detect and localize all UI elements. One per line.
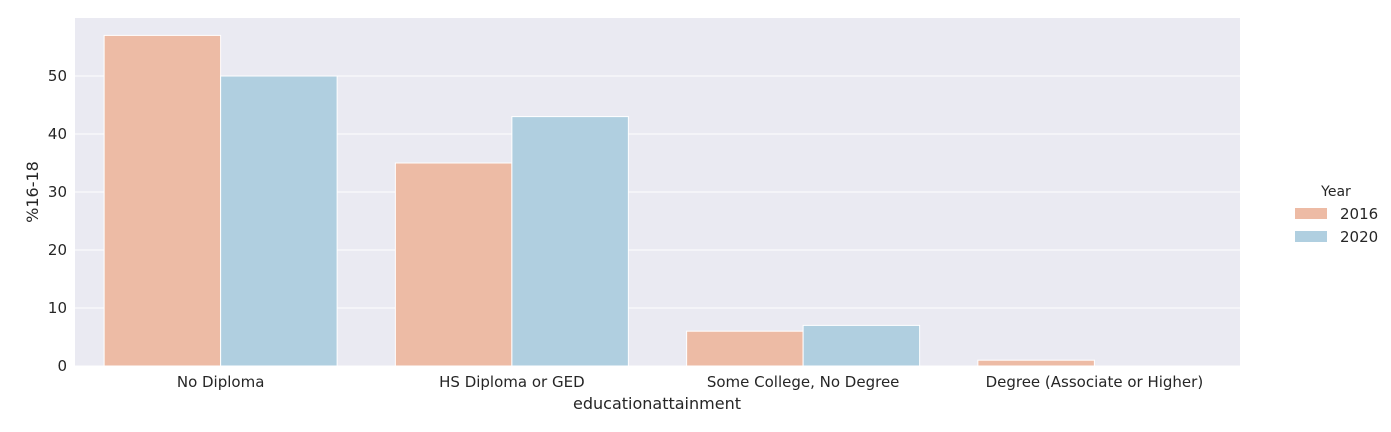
legend-title: Year	[1320, 184, 1351, 200]
y-tick-label: 50	[48, 67, 67, 85]
y-tick-label: 0	[57, 357, 67, 375]
bar-2020-1	[511, 116, 629, 367]
legend-swatch-2020	[1295, 231, 1327, 242]
x-tick-label: Some College, No Degree	[707, 373, 900, 391]
bar-2016-3	[977, 359, 1095, 367]
y-tick-labels: 0 10 20 30 40 50	[48, 67, 67, 375]
bar-2020-2	[802, 324, 921, 367]
bar-2016-0	[103, 34, 222, 367]
y-tick-label: 20	[48, 241, 67, 259]
bars	[103, 34, 1095, 367]
x-tick-label: No Diploma	[177, 373, 265, 391]
x-tick-label: Degree (Associate or Higher)	[986, 373, 1204, 391]
bar-2016-1	[394, 162, 513, 367]
x-tick-label: HS Diploma or GED	[439, 373, 585, 391]
x-tick-labels: No Diploma HS Diploma or GED Some College,…	[177, 373, 1203, 391]
y-tick-label: 30	[48, 183, 67, 201]
x-axis-label: educationattainment	[573, 394, 741, 413]
legend-label-2020: 2020	[1340, 228, 1378, 246]
y-axis-label: %16-18	[23, 161, 42, 223]
legend: Year 2016 2020	[1295, 184, 1378, 246]
y-tick-label: 10	[48, 299, 67, 317]
legend-swatch-2016	[1295, 208, 1327, 219]
y-tick-label: 40	[48, 125, 67, 143]
bar-2020-0	[220, 75, 338, 367]
legend-label-2016: 2016	[1340, 205, 1378, 223]
bar-2016-2	[686, 330, 804, 367]
